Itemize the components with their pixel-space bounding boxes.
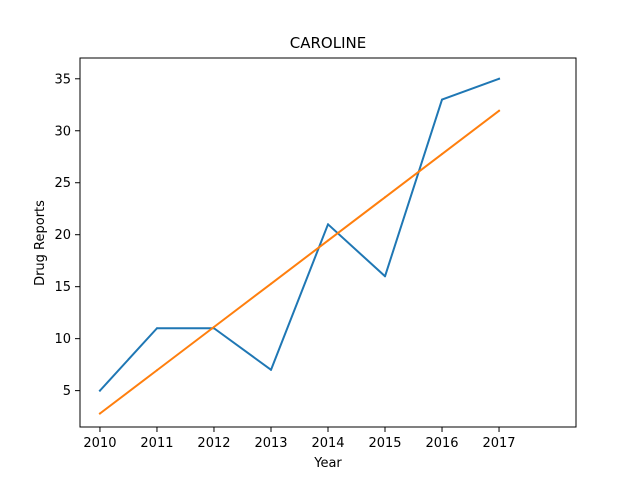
x-axis: 2010 2011 2012 2013 2014 2015 2016 2017 [83, 427, 516, 451]
x-tick-label: 2014 [311, 436, 344, 451]
series-1-line [98, 77, 501, 393]
series-1-point [98, 389, 101, 392]
series-2-point [384, 196, 387, 199]
series-2-point [441, 153, 444, 156]
series-1-point [155, 327, 158, 330]
series-2-point [498, 109, 501, 112]
series-1-point [384, 275, 387, 278]
x-tick-label: 2017 [482, 436, 515, 451]
y-axis-label: Drug Reports [33, 200, 48, 286]
x-tick-label: 2013 [254, 436, 287, 451]
y-tick-label: 5 [63, 384, 71, 399]
x-tick-label: 2015 [368, 436, 401, 451]
series-2-point [98, 412, 101, 415]
y-tick-label: 15 [54, 280, 71, 295]
y-axis: 5 10 15 20 25 30 35 [54, 72, 80, 399]
series-2-point [327, 239, 329, 242]
x-axis-label: Year [313, 456, 342, 471]
series-2-point [269, 282, 272, 285]
y-tick-label: 10 [54, 332, 71, 347]
x-tick-label: 2016 [425, 436, 458, 451]
series-layer [98, 77, 501, 415]
x-tick-label: 2012 [197, 436, 230, 451]
x-tick-label: 2010 [83, 436, 116, 451]
series-2-point [155, 369, 158, 372]
series-2-line [98, 109, 501, 415]
series-1-point [327, 223, 329, 226]
series-2-point [212, 326, 215, 329]
y-tick-label: 35 [54, 72, 71, 87]
series-1-point [269, 368, 272, 371]
x-tick-label: 2011 [140, 436, 173, 451]
series-1-point [441, 98, 444, 101]
series-1-point [498, 77, 501, 80]
chart-title: CAROLINE [290, 34, 366, 52]
y-tick-label: 25 [54, 176, 71, 191]
y-tick-label: 20 [54, 228, 71, 243]
y-tick-label: 30 [54, 124, 71, 139]
